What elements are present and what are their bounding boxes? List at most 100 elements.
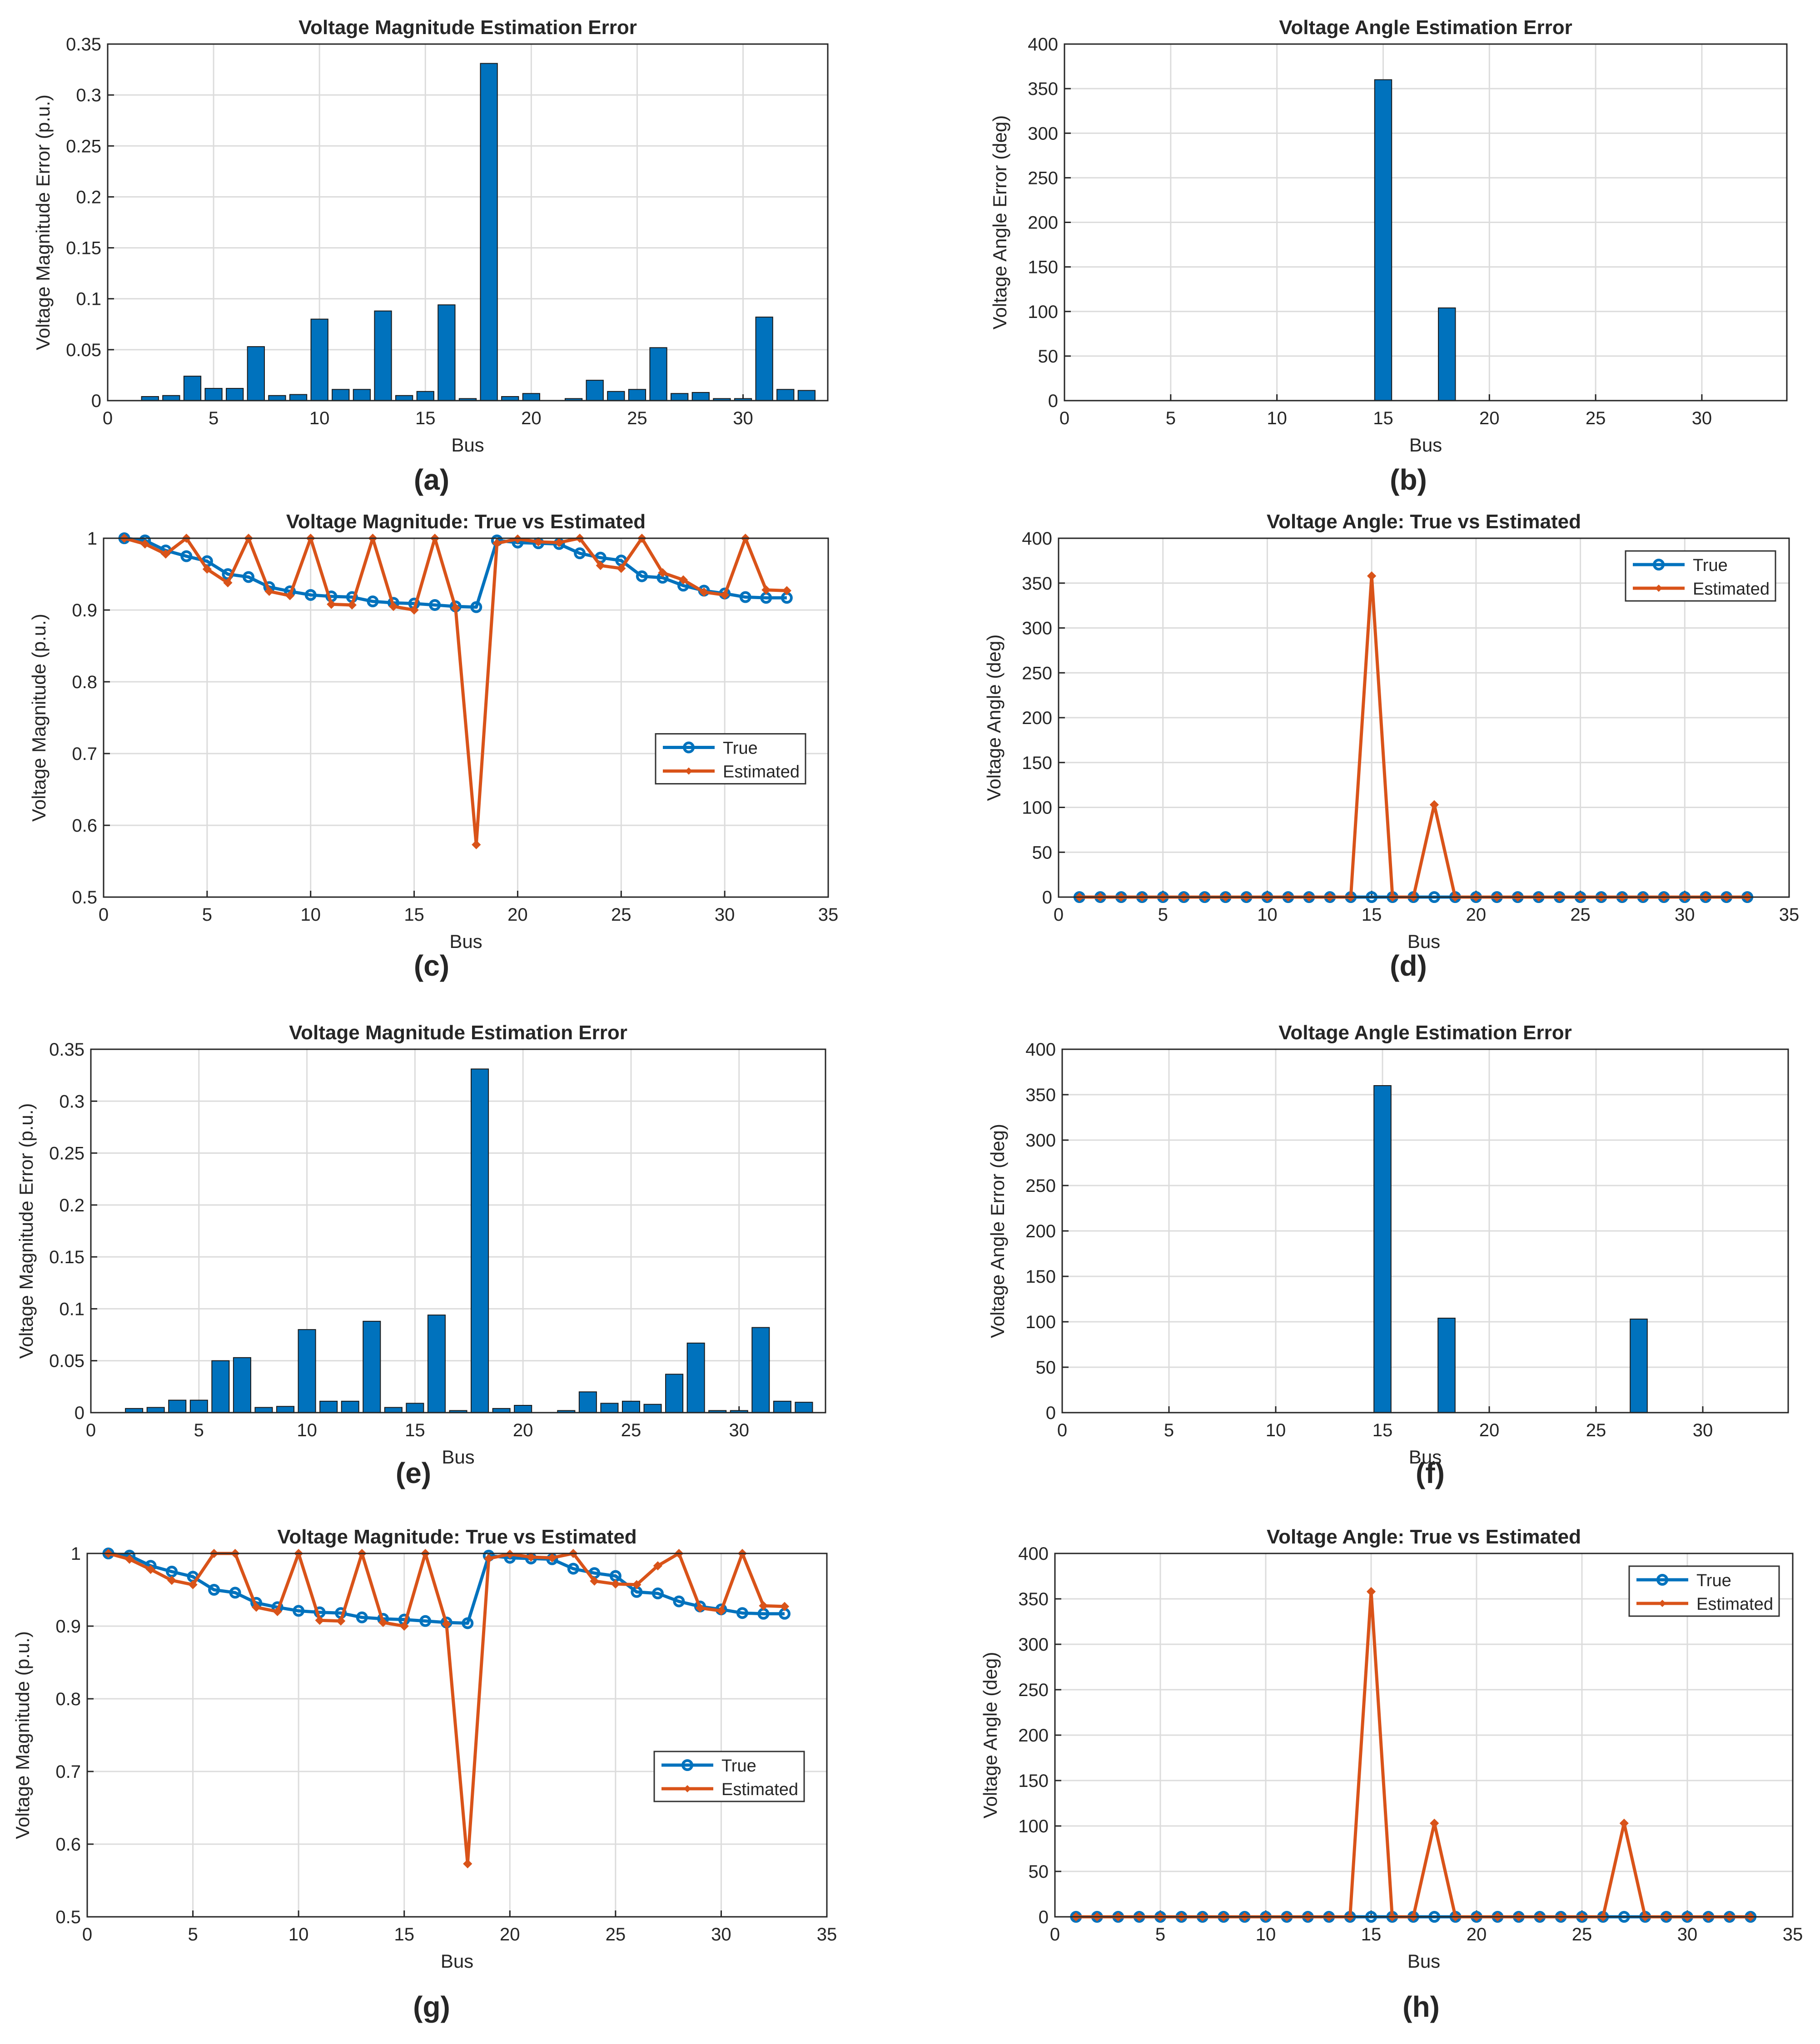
marker-estimated xyxy=(695,1603,705,1613)
y-tick-label: 0 xyxy=(1046,1403,1056,1423)
x-tick-label: 30 xyxy=(1675,905,1695,925)
marker-estimated xyxy=(347,600,357,610)
x-tick-label: 20 xyxy=(1479,408,1500,428)
bar xyxy=(211,1360,230,1414)
y-tick-label: 0 xyxy=(75,1403,85,1423)
bar xyxy=(643,1404,662,1414)
bar xyxy=(189,1399,208,1414)
marker-true xyxy=(208,1584,220,1596)
bar xyxy=(578,1391,597,1413)
x-tick-label: 20 xyxy=(500,1925,520,1945)
x-tick-label: 25 xyxy=(1586,1420,1606,1440)
x-tick-label: 5 xyxy=(1155,1925,1165,1945)
marker-estimated xyxy=(146,1565,155,1574)
marker-true xyxy=(304,589,317,601)
x-tick-label: 25 xyxy=(1586,408,1606,428)
marker-estimated xyxy=(761,585,771,595)
marker-estimated xyxy=(264,586,274,596)
y-axis-label: Voltage Angle Error (deg) xyxy=(989,115,1010,330)
marker-true xyxy=(651,1588,664,1599)
legend-box xyxy=(1625,550,1776,602)
x-tick-label: 10 xyxy=(1256,1925,1276,1945)
y-tick-label: 0.8 xyxy=(72,672,97,692)
x-tick-label: 20 xyxy=(521,408,542,428)
legend-box xyxy=(1628,1565,1780,1617)
bar xyxy=(586,380,604,402)
x-tick-label: 20 xyxy=(513,1420,533,1440)
bar xyxy=(268,395,286,401)
panel-label: (h) xyxy=(1402,1990,1440,2023)
bar xyxy=(795,1402,813,1413)
bar xyxy=(416,391,434,401)
bar xyxy=(374,310,392,402)
y-tick-label: 0.1 xyxy=(76,289,101,309)
bar xyxy=(162,395,180,401)
x-tick-label: 5 xyxy=(202,905,212,925)
y-tick-label: 350 xyxy=(1022,574,1052,594)
bar xyxy=(168,1399,187,1414)
marker-true xyxy=(736,1607,748,1619)
chart-title: Voltage Angle: True vs Estimated xyxy=(1267,511,1581,533)
y-tick-label: 100 xyxy=(1028,302,1058,322)
axes-frame xyxy=(107,43,829,402)
y-axis-label: Voltage Angle (deg) xyxy=(980,1652,1001,1819)
marker-estimated xyxy=(484,1554,493,1563)
marker-estimated xyxy=(202,564,212,574)
x-axis-label: Bus xyxy=(441,1950,473,1972)
bar xyxy=(607,391,625,401)
legend-label-estimated: Estimated xyxy=(1693,580,1770,599)
legend-marker-true xyxy=(683,741,695,754)
marker-estimated xyxy=(1430,1818,1439,1828)
legend-label-estimated: Estimated xyxy=(721,1780,798,1799)
bar xyxy=(797,390,816,401)
marker-estimated xyxy=(399,1621,409,1631)
chart-panel-d: 0 50 100 150 200 250 300 350 400 0 5 10 15 20 25 30 35 Tr… xyxy=(983,511,1799,982)
marker-estimated xyxy=(463,1859,472,1869)
y-tick-label: 100 xyxy=(1025,1312,1056,1332)
x-tick-label: 10 xyxy=(297,1420,317,1440)
marker-estimated xyxy=(782,586,791,595)
x-tick-label: 0 xyxy=(99,905,109,925)
marker-estimated xyxy=(596,561,605,571)
x-tick-label: 25 xyxy=(621,1420,641,1440)
axes-frame xyxy=(86,1553,828,1918)
x-tick-label: 15 xyxy=(1362,905,1382,925)
marker-true xyxy=(462,1617,474,1629)
y-tick-label: 0.1 xyxy=(59,1299,85,1319)
marker-true xyxy=(429,599,441,611)
marker-true xyxy=(636,570,648,582)
y-tick-label: 350 xyxy=(1025,1085,1056,1105)
y-tick-label: 50 xyxy=(1029,1862,1049,1882)
axes-frame xyxy=(90,1048,826,1414)
y-axis-label: Voltage Magnitude (p.u.) xyxy=(28,614,50,822)
x-tick-label: 30 xyxy=(1677,1925,1698,1945)
legend-label-estimated: Estimated xyxy=(1696,1595,1773,1614)
x-tick-label: 10 xyxy=(300,905,321,925)
chart-panel-f: 0 50 100 150 200 250 300 350 400 0 5 10 15 20 25 30 Volt… xyxy=(987,1022,1789,1489)
chart-panel-c: 0.50.60.70.80.910 5 10 15 20 25 30 35TrueEstima… xyxy=(28,511,838,982)
y-tick-label: 0 xyxy=(1048,391,1058,411)
marker-estimated xyxy=(251,1602,261,1612)
chart-title: Voltage Magnitude: True vs Estimated xyxy=(286,511,646,533)
marker-true xyxy=(673,1595,685,1607)
y-tick-label: 250 xyxy=(1022,663,1052,683)
marker-estimated xyxy=(472,840,481,849)
x-tick-label: 0 xyxy=(1057,1420,1067,1440)
y-tick-label: 300 xyxy=(1025,1131,1056,1151)
marker-estimated xyxy=(451,603,460,613)
marker-estimated xyxy=(720,590,730,600)
y-tick-label: 100 xyxy=(1018,1816,1049,1836)
y-tick-label: 50 xyxy=(1036,1358,1056,1378)
y-tick-label: 0.2 xyxy=(59,1196,85,1215)
bar xyxy=(471,1068,489,1413)
axes-frame xyxy=(1054,1553,1794,1918)
y-axis-label: Voltage Angle (deg) xyxy=(983,635,1004,801)
bar xyxy=(1374,79,1392,401)
marker-estimated xyxy=(388,601,398,611)
y-tick-label: 0.15 xyxy=(49,1247,85,1267)
legend-marker-estimated xyxy=(685,767,692,775)
x-tick-label: 10 xyxy=(1257,905,1278,925)
chart-panel-e: 0 0.05 0.1 0.15 0.2 0.25 0.3 0.35 0 5 10 15 20 25 30 Vo… xyxy=(15,1022,826,1489)
chart-panel-g: 0.50.60.70.80.910 5 10 15 20 25 30 35TrueEstima… xyxy=(12,1526,837,2023)
x-tick-label: 35 xyxy=(1783,1925,1803,1945)
